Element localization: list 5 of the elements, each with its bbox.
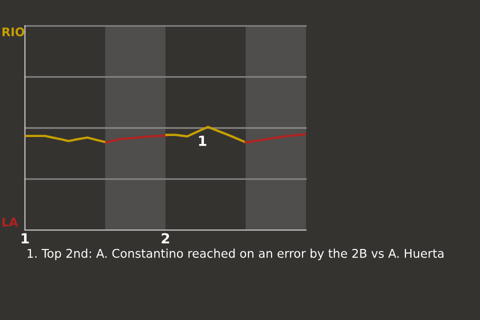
text: 1. Top 2nd: A. Constantino reached on an error by the 2B vs A. Huerta [28, 248, 444, 260]
text: RIO [2, 27, 24, 36]
text: LA [2, 218, 18, 226]
x-tick-label: 2 [162, 233, 170, 244]
annotation: 1 [199, 136, 206, 146]
